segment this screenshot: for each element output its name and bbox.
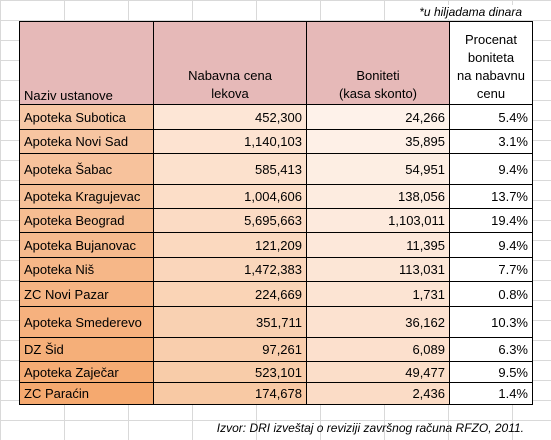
cell-percent[interactable]: 9.4%	[449, 153, 533, 185]
cell-percent[interactable]: 9.4%	[449, 232, 533, 258]
cell-name[interactable]: ZC Paraćin	[19, 382, 154, 405]
cell-name[interactable]: Apoteka Subotica	[19, 104, 154, 130]
header-price-line1: Nabavna cena	[188, 68, 272, 83]
header-name-label: Naziv ustanove	[24, 88, 113, 103]
cell-price[interactable]: 351,711	[153, 306, 307, 338]
cell-price[interactable]: 97,261	[153, 337, 307, 362]
table-row: Apoteka Niš 1,472,383 113,031 7.7%	[19, 257, 533, 282]
cell-bonus[interactable]: 6,089	[306, 337, 450, 362]
cell-percent[interactable]: 9.5%	[449, 361, 533, 383]
header-percent-line2: boniteta	[467, 50, 515, 65]
header-bonus-line1: Boniteti	[356, 68, 400, 83]
table-row: Apoteka Bujanovac 121,209 11,395 9.4%	[19, 232, 533, 258]
cell-bonus[interactable]: 11,395	[306, 232, 450, 258]
cell-name[interactable]: ZC Novi Pazar	[19, 281, 154, 307]
cell-price[interactable]: 1,472,383	[153, 257, 307, 282]
table-row: ZC Paraćin 174,678 2,436 1.4%	[19, 382, 533, 405]
cell-price[interactable]: 585,413	[153, 153, 307, 185]
cell-percent[interactable]: 7.7%	[449, 257, 533, 282]
cell-bonus[interactable]: 113,031	[306, 257, 450, 282]
table-row: Apoteka Kragujevac 1,004,606 138,056 13.7%	[19, 184, 533, 209]
cell-bonus[interactable]: 1,731	[306, 281, 450, 307]
cell-percent[interactable]: 10.3%	[449, 306, 533, 338]
table-row: Apoteka Beograd 5,695,663 1,103,011 19.4%	[19, 208, 533, 233]
cell-name[interactable]: Apoteka Niš	[19, 257, 154, 282]
cell-name[interactable]: Apoteka Smederevo	[19, 306, 154, 338]
cell-bonus[interactable]: 138,056	[306, 184, 450, 209]
header-percent[interactable]: Procenat boniteta na nabavnu cenu	[449, 21, 533, 105]
cell-bonus[interactable]: 1,103,011	[306, 208, 450, 233]
header-price[interactable]: Nabavna cena lekova	[153, 21, 307, 105]
header-percent-line1: Procenat	[464, 32, 518, 47]
cell-percent[interactable]: 19.4%	[449, 208, 533, 233]
cell-price[interactable]: 1,004,606	[153, 184, 307, 209]
cell-name[interactable]: DZ Šid	[19, 337, 154, 362]
cell-bonus[interactable]: 54,951	[306, 153, 450, 185]
cell-name[interactable]: Apoteka Novi Sad	[19, 129, 154, 154]
cell-name[interactable]: Apoteka Beograd	[19, 208, 154, 233]
table-row: Apoteka Subotica 452,300 24,266 5.4%	[19, 104, 533, 130]
cell-bonus[interactable]: 2,436	[306, 382, 450, 405]
source-note: Izvor: DRI izveštaj o reviziji završnog …	[216, 421, 524, 435]
cell-bonus[interactable]: 35,895	[306, 129, 450, 154]
cell-percent[interactable]: 1.4%	[449, 382, 533, 405]
pharmacy-bonus-table: Naziv ustanove Nabavna cena lekova Bonit…	[19, 21, 533, 405]
units-note: *u hiljadama dinara	[417, 5, 524, 19]
cell-percent[interactable]: 0.8%	[449, 281, 533, 307]
header-percent-line4: cenu	[476, 86, 506, 101]
header-row: Naziv ustanove Nabavna cena lekova Bonit…	[19, 21, 533, 105]
cell-bonus[interactable]: 36,162	[306, 306, 450, 338]
cell-percent[interactable]: 13.7%	[449, 184, 533, 209]
table-row: Apoteka Šabac 585,413 54,951 9.4%	[19, 153, 533, 185]
cell-price[interactable]: 5,695,663	[153, 208, 307, 233]
header-name[interactable]: Naziv ustanove	[19, 21, 154, 105]
cell-percent[interactable]: 6.3%	[449, 337, 533, 362]
cell-price[interactable]: 224,669	[153, 281, 307, 307]
cell-name[interactable]: Apoteka Kragujevac	[19, 184, 154, 209]
cell-price[interactable]: 523,101	[153, 361, 307, 383]
cell-percent[interactable]: 5.4%	[449, 104, 533, 130]
cell-price[interactable]: 174,678	[153, 382, 307, 405]
cell-price[interactable]: 452,300	[153, 104, 307, 130]
cell-name[interactable]: Apoteka Zaječar	[19, 361, 154, 383]
cell-price[interactable]: 121,209	[153, 232, 307, 258]
cell-name[interactable]: Apoteka Bujanovac	[19, 232, 154, 258]
table-row: ZC Novi Pazar 224,669 1,731 0.8%	[19, 281, 533, 307]
header-bonus[interactable]: Boniteti (kasa skonto)	[306, 21, 450, 105]
cell-bonus[interactable]: 24,266	[306, 104, 450, 130]
cell-bonus[interactable]: 49,477	[306, 361, 450, 383]
table-row: DZ Šid 97,261 6,089 6.3%	[19, 337, 533, 362]
cell-percent[interactable]: 3.1%	[449, 129, 533, 154]
cell-price[interactable]: 1,140,103	[153, 129, 307, 154]
header-price-line2: lekova	[211, 86, 249, 101]
table-row: Apoteka Zaječar 523,101 49,477 9.5%	[19, 361, 533, 383]
table-row: Apoteka Novi Sad 1,140,103 35,895 3.1%	[19, 129, 533, 154]
table-row: Apoteka Smederevo 351,711 36,162 10.3%	[19, 306, 533, 338]
header-bonus-line2: (kasa skonto)	[338, 86, 418, 101]
cell-name[interactable]: Apoteka Šabac	[19, 153, 154, 185]
header-percent-line3: na nabavnu	[457, 68, 525, 83]
